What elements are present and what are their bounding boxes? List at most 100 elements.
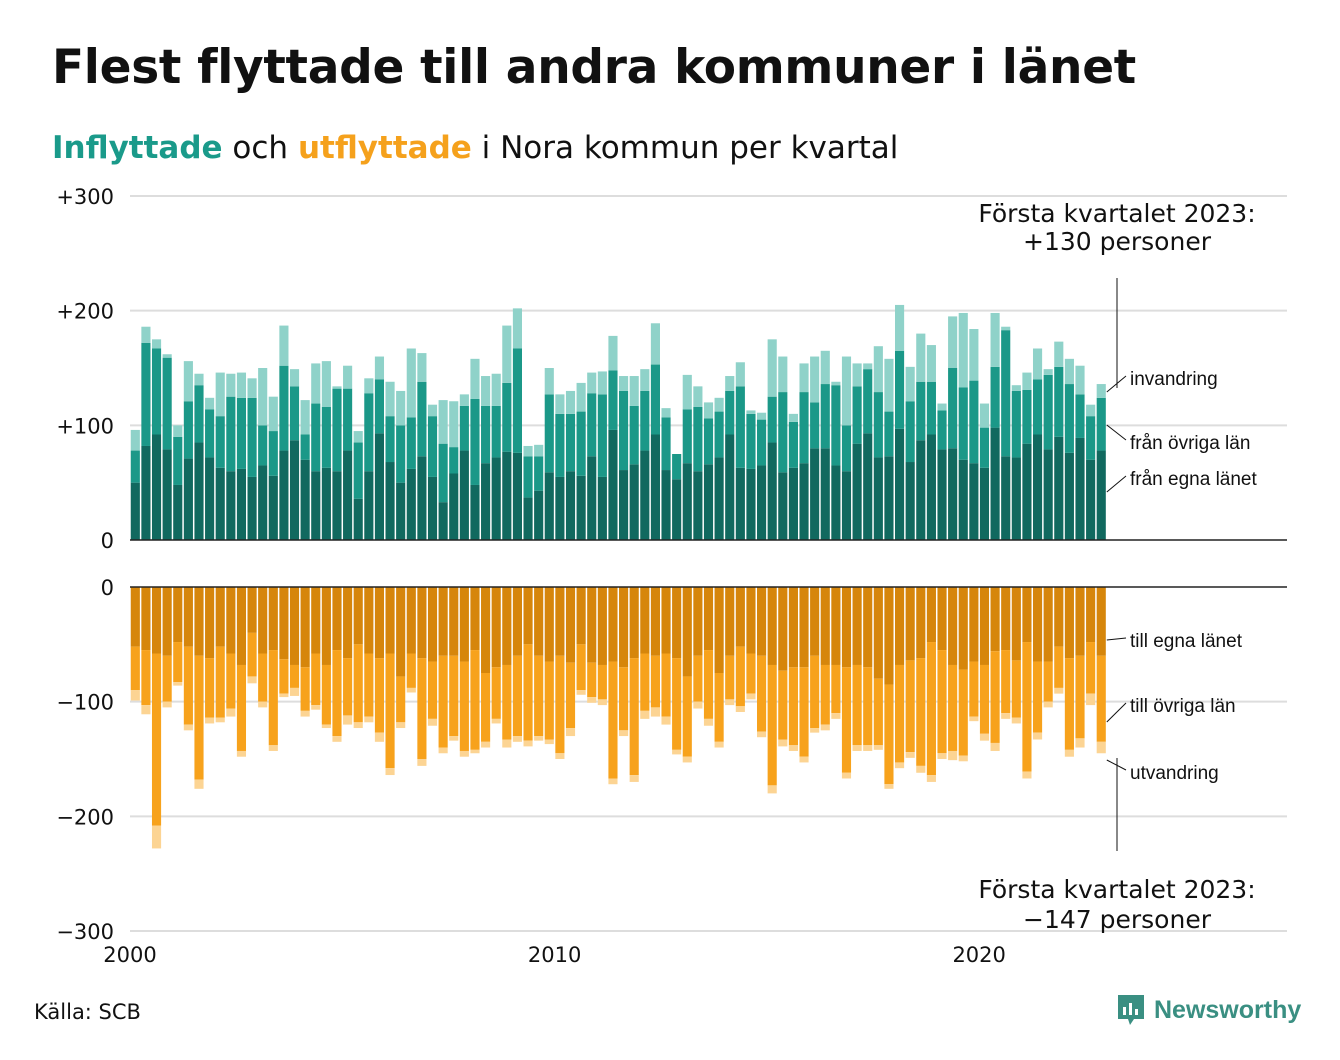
bar-inflow — [629, 464, 639, 540]
bar-inflow — [343, 388, 353, 451]
bar-inflow — [608, 429, 618, 540]
bar-outflow — [438, 587, 448, 656]
bar-inflow — [905, 462, 915, 540]
bar-outflow — [926, 775, 936, 782]
bar-inflow — [544, 394, 554, 473]
bar-outflow — [417, 587, 427, 659]
bar-outflow — [512, 655, 523, 737]
bar-outflow — [343, 658, 353, 716]
bar-outflow — [576, 690, 586, 695]
bar-outflow — [194, 587, 204, 656]
bar-inflow — [852, 386, 862, 444]
series-label-inflow: från övriga län — [1130, 433, 1250, 454]
bar-outflow — [289, 664, 300, 688]
bar-outflow — [841, 587, 852, 668]
bar-inflow — [990, 312, 1000, 367]
bar-inflow — [130, 482, 140, 540]
bar-inflow — [672, 454, 682, 480]
bar-inflow — [1011, 385, 1021, 391]
bar-outflow — [969, 661, 979, 717]
bar-outflow — [1043, 701, 1053, 708]
bar-inflow — [990, 366, 1000, 428]
bar-inflow — [937, 449, 947, 540]
bar-outflow — [682, 676, 692, 757]
bar-inflow — [661, 417, 671, 471]
bar-inflow — [205, 457, 215, 540]
bar-outflow — [757, 587, 767, 656]
bar-outflow — [374, 587, 385, 659]
bar-inflow — [427, 416, 438, 477]
bar-outflow — [650, 707, 660, 717]
bar-inflow — [894, 428, 905, 540]
bar-outflow — [640, 653, 650, 711]
bar-outflow — [746, 693, 756, 700]
bar-outflow — [788, 587, 798, 668]
subtitle-connector: och — [222, 130, 298, 166]
bar-inflow — [523, 497, 533, 540]
bar-outflow — [226, 708, 236, 717]
bar-inflow — [735, 386, 745, 468]
bar-inflow — [205, 397, 215, 410]
bar-outflow — [799, 667, 809, 757]
bar-outflow — [502, 587, 512, 665]
bar-outflow — [619, 667, 629, 731]
annotation-bottom-line2: −147 personer — [1023, 905, 1212, 934]
bar-outflow — [629, 775, 639, 782]
bar-inflow — [236, 372, 247, 398]
bar-inflow — [417, 381, 427, 457]
bar-outflow — [958, 755, 968, 762]
bar-outflow — [831, 713, 841, 719]
bar-inflow — [194, 385, 204, 443]
bar-outflow — [470, 650, 480, 750]
bar-outflow — [183, 646, 193, 725]
bar-outflow — [1032, 587, 1043, 662]
bar-inflow — [268, 475, 278, 540]
bar-inflow — [173, 425, 183, 437]
bar-outflow — [396, 676, 406, 723]
bar-outflow — [810, 655, 820, 729]
bar-inflow — [969, 380, 979, 464]
bar-inflow — [703, 402, 714, 419]
bar-outflow — [1011, 660, 1021, 718]
bar-inflow — [353, 442, 363, 499]
bar-inflow — [141, 326, 151, 343]
bar-inflow — [470, 358, 480, 399]
bar-inflow — [841, 425, 852, 472]
bar-inflow — [1032, 379, 1043, 435]
bar-outflow — [162, 655, 172, 702]
bar-inflow — [194, 373, 204, 386]
bar-inflow — [481, 376, 491, 406]
bar-outflow — [1043, 587, 1053, 662]
bar-inflow — [884, 358, 894, 412]
bar-inflow — [884, 411, 894, 457]
bar-inflow — [289, 386, 300, 441]
bar-outflow — [969, 716, 979, 722]
bar-inflow — [534, 456, 544, 491]
bar-outflow — [544, 739, 554, 745]
bar-inflow — [788, 467, 798, 540]
bar-outflow — [873, 678, 883, 746]
bar-outflow — [1011, 717, 1021, 724]
bar-inflow — [226, 471, 236, 540]
bar-inflow — [905, 366, 915, 402]
bar-inflow — [767, 442, 777, 540]
bar-outflow — [491, 667, 501, 719]
bar-inflow — [1001, 330, 1011, 457]
bar-inflow — [650, 323, 660, 365]
bar-outflow — [948, 664, 958, 751]
bar-outflow — [459, 587, 469, 662]
bar-inflow — [151, 339, 162, 349]
bar-inflow — [205, 409, 215, 458]
bar-inflow — [820, 384, 830, 449]
bar-inflow — [565, 413, 576, 472]
bar-inflow — [831, 385, 841, 466]
bar-inflow — [873, 346, 883, 393]
bar-inflow — [1022, 389, 1032, 444]
bar-inflow — [757, 465, 767, 540]
bar-outflow — [300, 710, 310, 717]
bar-outflow — [831, 587, 841, 665]
series-label-outflow: utvandring — [1130, 763, 1219, 784]
bar-outflow — [321, 664, 331, 725]
bar-outflow — [523, 740, 533, 747]
bar-inflow — [1032, 434, 1043, 540]
